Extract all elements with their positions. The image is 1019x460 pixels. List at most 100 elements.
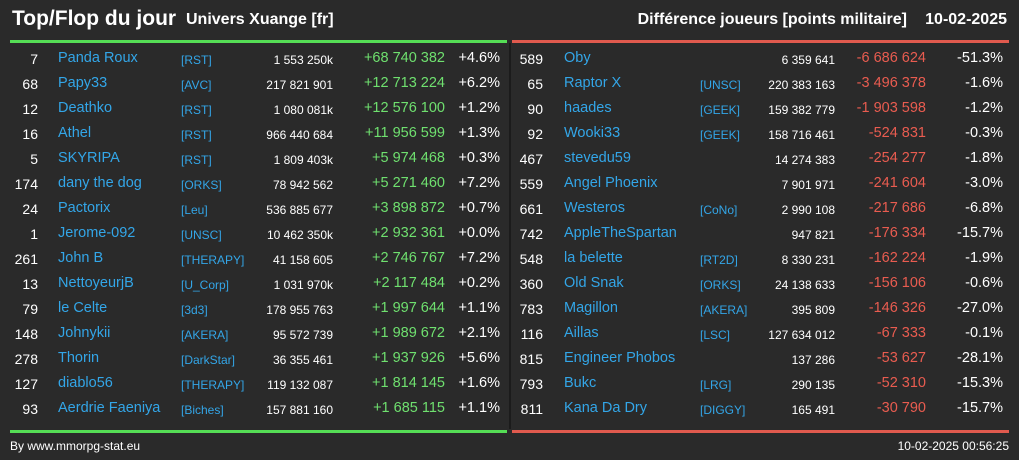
flop-table-row: 661 Westeros [CoNo] 2 990 108 -217 686 -6.8% [513, 197, 1011, 222]
alliance-tag-link[interactable]: [THERAPY] [181, 253, 245, 267]
player-points: 41 158 605 [272, 253, 333, 267]
points-difference: +12 713 224 [363, 75, 445, 91]
player-rank: 793 [519, 376, 543, 392]
points-difference: +1 937 926 [372, 350, 445, 366]
alliance-tag-link[interactable]: [AKERA] [181, 328, 229, 342]
player-name-link[interactable]: Engineer Phobos [564, 350, 676, 366]
player-name-link[interactable]: Aerdrie Faeniya [58, 400, 161, 416]
alliance-tag-link[interactable]: [GEEK] [700, 103, 741, 117]
alliance-tag-link[interactable]: [RST] [181, 53, 212, 67]
percent-change: -27.0% [957, 300, 1003, 316]
player-name-link[interactable]: Old Snak [564, 275, 624, 291]
player-name-link[interactable]: Deathko [58, 100, 113, 116]
top-table-row: 12 Deathko [RST] 1 080 081k +12 576 100 +1.2% [10, 97, 508, 122]
player-rank: 261 [14, 251, 38, 267]
player-name-link[interactable]: Bukc [564, 375, 597, 391]
alliance-tag-link[interactable]: [ORKS] [700, 278, 741, 292]
page-title: Top/Flop du jour [12, 7, 177, 30]
player-points: 1 031 970k [273, 278, 333, 292]
points-difference: -3 496 378 [856, 75, 926, 91]
points-difference: +11 956 599 [365, 125, 445, 141]
alliance-tag-link[interactable]: [U_Corp] [181, 278, 230, 292]
alliance-tag-link[interactable]: [RST] [181, 103, 212, 117]
player-name-link[interactable]: Kana Da Dry [564, 400, 648, 416]
top-section-bottom-line [10, 430, 507, 433]
flop-table-row: 65 Raptor X [UNSC] 220 383 163 -3 496 378 -1.… [513, 72, 1011, 97]
percent-change: +7.2% [458, 175, 500, 191]
player-points: 165 491 [791, 403, 835, 417]
player-name-link[interactable]: Magillon [564, 300, 618, 316]
percent-change: +0.2% [458, 275, 500, 291]
alliance-tag-link[interactable]: [ORKS] [181, 178, 222, 192]
player-name-link[interactable]: stevedu59 [564, 150, 631, 166]
player-name-link[interactable]: Panda Roux [58, 50, 138, 66]
player-rank: 1 [30, 226, 38, 242]
alliance-tag-link[interactable]: [GEEK] [700, 128, 741, 142]
player-points: 95 572 739 [272, 328, 333, 342]
player-name-link[interactable]: Angel Phoenix [564, 175, 658, 191]
alliance-tag-link[interactable]: [LRG] [700, 378, 732, 392]
player-name-link[interactable]: Westeros [564, 200, 625, 216]
alliance-tag-link[interactable]: [RT2D] [700, 253, 738, 267]
alliance-tag-link[interactable]: [AVC] [181, 78, 212, 92]
alliance-tag-link[interactable]: [AKERA] [700, 303, 748, 317]
percent-change: +0.0% [458, 225, 500, 241]
player-name-link[interactable]: Papy33 [58, 75, 108, 91]
top-section-divider [10, 40, 507, 43]
player-name-link[interactable]: Pactorix [58, 200, 111, 216]
alliance-tag-link[interactable]: [RST] [181, 153, 212, 167]
percent-change: -1.8% [965, 150, 1003, 166]
alliance-tag-link[interactable]: [3d3] [181, 303, 208, 317]
percent-change: +0.7% [458, 200, 500, 216]
player-name-link[interactable]: Thorin [58, 350, 100, 366]
player-name-link[interactable]: Wooki33 [564, 125, 621, 141]
player-points: 947 821 [791, 228, 835, 242]
player-points: 2 990 108 [781, 203, 835, 217]
points-difference: +2 932 361 [372, 225, 445, 241]
universe-label: Univers Xuange [fr] [186, 11, 334, 28]
alliance-tag-link[interactable]: [DarkStar] [181, 353, 236, 367]
generated-timestamp: 10-02-2025 00:56:25 [897, 439, 1009, 453]
player-name-link[interactable]: AppleTheSpartan [564, 225, 677, 241]
percent-change: +1.1% [458, 300, 500, 316]
percent-change: -3.0% [965, 175, 1003, 191]
alliance-tag-link[interactable]: [DIGGY] [700, 403, 746, 417]
alliance-tag-link[interactable]: [Biches] [181, 403, 224, 417]
points-difference: -524 831 [868, 125, 926, 141]
player-name-link[interactable]: NettoyeurjB [58, 275, 134, 291]
player-name-link[interactable]: haades [564, 100, 612, 116]
flop-table-row: 116 Aillas [LSC] 127 634 012 -67 333 -0.1% [513, 322, 1011, 347]
alliance-tag-link[interactable]: [CoNo] [700, 203, 738, 217]
percent-change: -0.3% [965, 125, 1003, 141]
player-name-link[interactable]: Oby [564, 50, 591, 66]
player-name-link[interactable]: diablo56 [58, 375, 113, 391]
alliance-tag-link[interactable]: [THERAPY] [181, 378, 245, 392]
player-name-link[interactable]: Johnykii [58, 325, 111, 341]
player-rank: 79 [22, 301, 38, 317]
alliance-tag-link[interactable]: [Leu] [181, 203, 208, 217]
player-name-link[interactable]: dany the dog [58, 175, 142, 191]
percent-change: +0.3% [458, 150, 500, 166]
player-name-link[interactable]: Athel [58, 125, 92, 141]
player-name-link[interactable]: Aillas [564, 325, 599, 341]
player-points: 14 274 383 [774, 153, 835, 167]
player-name-link[interactable]: le Celte [58, 300, 108, 316]
player-name-link[interactable]: Raptor X [564, 75, 622, 91]
player-name-link[interactable]: John B [58, 250, 104, 266]
alliance-tag-link[interactable]: [RST] [181, 128, 212, 142]
points-difference: +1 685 115 [373, 400, 445, 416]
player-rank: 12 [22, 101, 38, 117]
player-name-link[interactable]: la belette [564, 250, 623, 266]
player-points: 24 138 633 [774, 278, 835, 292]
date-label: 10-02-2025 [925, 11, 1007, 28]
player-name-link[interactable]: SKYRIPA [58, 150, 120, 166]
player-rank: 815 [519, 351, 543, 367]
player-name-link[interactable]: Jerome-092 [58, 225, 136, 241]
alliance-tag-link[interactable]: [UNSC] [181, 228, 222, 242]
player-points: 127 634 012 [768, 328, 835, 342]
points-difference: -146 326 [868, 300, 926, 316]
alliance-tag-link[interactable]: [UNSC] [700, 78, 741, 92]
alliance-tag-link[interactable]: [LSC] [700, 328, 731, 342]
player-points: 536 885 677 [266, 203, 333, 217]
points-difference: -30 790 [876, 400, 926, 416]
